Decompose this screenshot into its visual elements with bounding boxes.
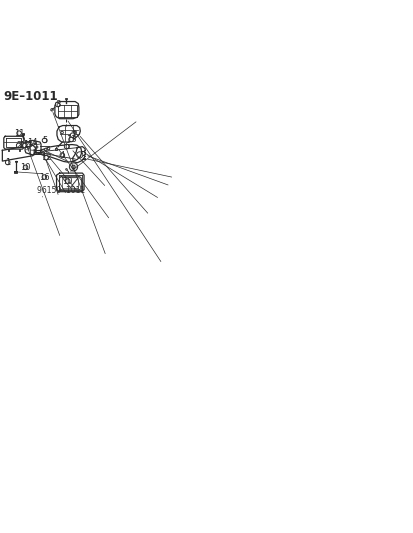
- Text: 8: 8: [55, 100, 60, 109]
- Circle shape: [65, 179, 70, 183]
- Text: 5: 5: [42, 136, 47, 145]
- Circle shape: [42, 152, 44, 155]
- FancyBboxPatch shape: [84, 158, 86, 159]
- FancyBboxPatch shape: [84, 150, 86, 152]
- Circle shape: [44, 156, 48, 160]
- Text: 10: 10: [62, 176, 73, 185]
- Circle shape: [69, 138, 73, 142]
- FancyBboxPatch shape: [55, 148, 57, 150]
- Polygon shape: [62, 177, 78, 188]
- Text: 16: 16: [39, 173, 50, 182]
- Text: 7: 7: [70, 131, 75, 140]
- Polygon shape: [62, 177, 78, 188]
- Circle shape: [45, 151, 47, 154]
- Text: 12: 12: [19, 141, 30, 150]
- Circle shape: [17, 131, 21, 135]
- Circle shape: [60, 153, 64, 157]
- Circle shape: [42, 149, 44, 151]
- FancyBboxPatch shape: [22, 133, 24, 134]
- FancyBboxPatch shape: [14, 172, 17, 173]
- FancyBboxPatch shape: [84, 154, 86, 156]
- Text: 4: 4: [59, 151, 65, 160]
- Circle shape: [55, 102, 60, 107]
- Circle shape: [23, 165, 28, 169]
- Text: 14: 14: [28, 139, 38, 147]
- Circle shape: [47, 148, 50, 150]
- Circle shape: [42, 175, 47, 179]
- Text: 15: 15: [23, 140, 33, 149]
- Text: 9E–1011: 9E–1011: [4, 91, 58, 103]
- Text: 2: 2: [16, 141, 21, 150]
- Text: 6: 6: [64, 142, 69, 151]
- Circle shape: [42, 138, 47, 143]
- Circle shape: [72, 165, 75, 168]
- Text: 13: 13: [66, 135, 76, 144]
- Text: 11: 11: [14, 128, 24, 138]
- Text: 1: 1: [5, 158, 10, 167]
- Text: 96159  1011: 96159 1011: [36, 186, 85, 195]
- Circle shape: [64, 144, 69, 149]
- Circle shape: [5, 160, 10, 165]
- Circle shape: [17, 143, 21, 148]
- Circle shape: [70, 133, 75, 138]
- FancyBboxPatch shape: [65, 98, 67, 100]
- Polygon shape: [62, 177, 78, 188]
- Circle shape: [45, 148, 47, 150]
- Text: 10: 10: [20, 163, 31, 172]
- Text: 12: 12: [41, 154, 51, 162]
- Circle shape: [69, 163, 78, 171]
- Circle shape: [23, 143, 27, 148]
- Circle shape: [26, 142, 30, 147]
- Circle shape: [31, 141, 35, 145]
